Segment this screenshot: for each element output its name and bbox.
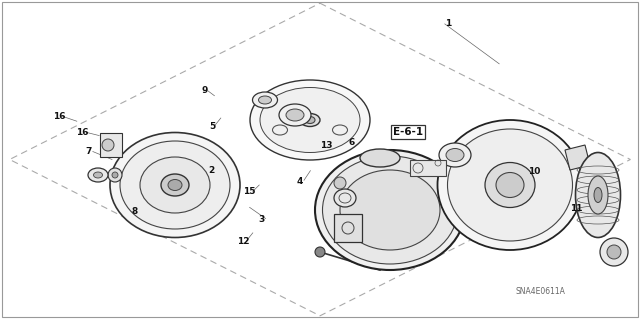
Text: 6: 6 — [349, 138, 355, 147]
Ellipse shape — [334, 189, 356, 207]
Ellipse shape — [439, 143, 471, 167]
Ellipse shape — [168, 180, 182, 190]
Text: 10: 10 — [528, 167, 541, 176]
Text: 9: 9 — [202, 86, 208, 95]
Ellipse shape — [120, 141, 230, 229]
Circle shape — [102, 139, 114, 151]
Ellipse shape — [360, 149, 400, 167]
Circle shape — [607, 245, 621, 259]
Text: 15: 15 — [243, 187, 256, 196]
Ellipse shape — [259, 96, 271, 104]
Text: SNA4E0611A: SNA4E0611A — [516, 287, 566, 296]
Text: 8: 8 — [131, 207, 138, 216]
Ellipse shape — [594, 188, 602, 203]
Ellipse shape — [279, 104, 311, 126]
Text: 16: 16 — [76, 128, 88, 137]
Ellipse shape — [253, 92, 278, 108]
Circle shape — [112, 172, 118, 178]
Ellipse shape — [485, 162, 535, 207]
Ellipse shape — [438, 120, 582, 250]
Text: 5: 5 — [209, 122, 216, 131]
Ellipse shape — [315, 150, 465, 270]
Ellipse shape — [286, 109, 304, 121]
Text: 16: 16 — [52, 112, 65, 121]
Text: 4: 4 — [296, 177, 303, 186]
Ellipse shape — [140, 157, 210, 213]
Circle shape — [334, 177, 346, 189]
Text: 11: 11 — [570, 204, 582, 213]
Polygon shape — [410, 160, 446, 176]
Text: 3: 3 — [258, 215, 264, 224]
Ellipse shape — [575, 152, 621, 238]
Circle shape — [108, 168, 122, 182]
Ellipse shape — [588, 176, 608, 214]
Polygon shape — [100, 133, 122, 157]
Ellipse shape — [300, 114, 320, 127]
Ellipse shape — [496, 173, 524, 197]
Text: E-6-1: E-6-1 — [393, 127, 424, 137]
Ellipse shape — [88, 168, 108, 182]
Ellipse shape — [250, 80, 370, 160]
Ellipse shape — [305, 116, 315, 123]
Polygon shape — [334, 214, 362, 242]
Ellipse shape — [110, 132, 240, 238]
Ellipse shape — [447, 129, 573, 241]
Ellipse shape — [161, 174, 189, 196]
Ellipse shape — [446, 149, 464, 161]
Text: 13: 13 — [320, 141, 333, 150]
Ellipse shape — [340, 170, 440, 250]
Text: 12: 12 — [237, 237, 250, 246]
Ellipse shape — [260, 87, 360, 152]
Text: 1: 1 — [445, 19, 451, 28]
Circle shape — [600, 238, 628, 266]
Polygon shape — [565, 145, 590, 170]
Ellipse shape — [323, 156, 458, 264]
Text: 2: 2 — [208, 166, 214, 175]
Circle shape — [315, 247, 325, 257]
Text: 7: 7 — [85, 147, 92, 156]
Ellipse shape — [93, 172, 102, 178]
